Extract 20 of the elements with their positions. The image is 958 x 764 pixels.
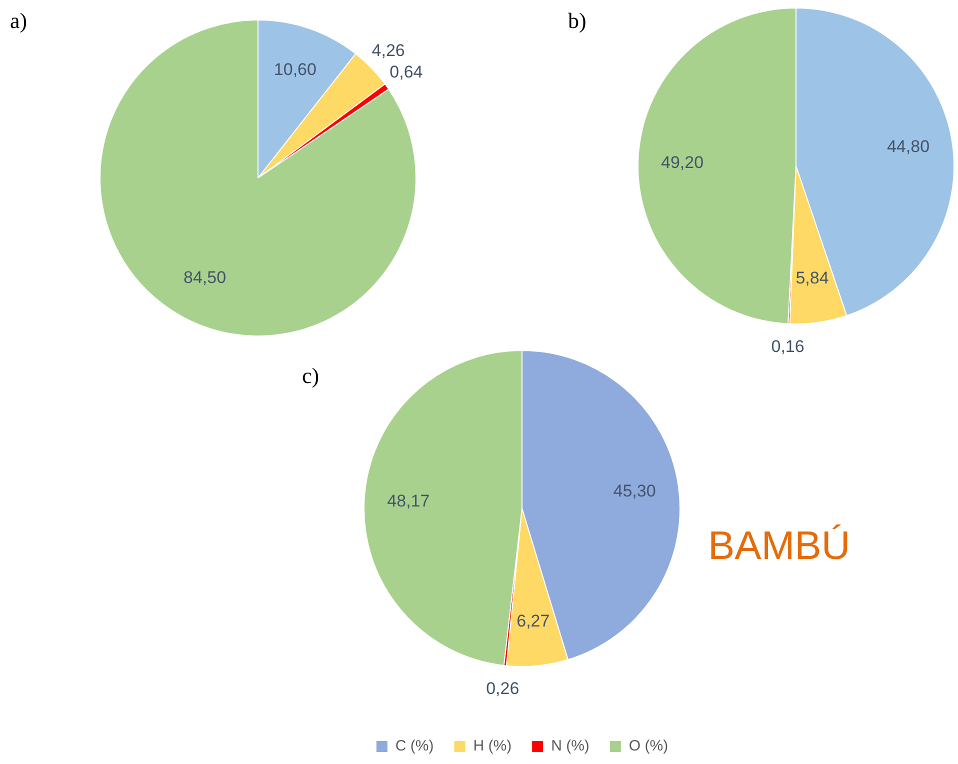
data-label: 84,50 (183, 268, 226, 288)
data-label: 45,30 (613, 481, 656, 500)
legend-label: H (%) (473, 738, 512, 755)
data-label: 0,64 (390, 62, 423, 82)
data-label: 48,17 (387, 492, 430, 511)
data-label: 49,20 (661, 152, 704, 172)
text: BAMBÚ (708, 524, 850, 568)
legend-label: C (%) (395, 738, 434, 755)
data-label: 44,80 (886, 137, 930, 156)
text: c) (302, 362, 320, 388)
data-label: 0,16 (771, 337, 804, 356)
data-label: 10,60 (274, 60, 316, 80)
data-label: 0,26 (486, 678, 520, 698)
legend-label: N (%) (551, 738, 590, 755)
chart-title: a) (10, 8, 28, 33)
chart-title: b) (568, 8, 586, 33)
data-label: 4,26 (372, 41, 405, 60)
data-label: 5,84 (796, 268, 829, 288)
data-label: 6,27 (516, 611, 550, 630)
legend-label: O (%) (628, 738, 668, 755)
